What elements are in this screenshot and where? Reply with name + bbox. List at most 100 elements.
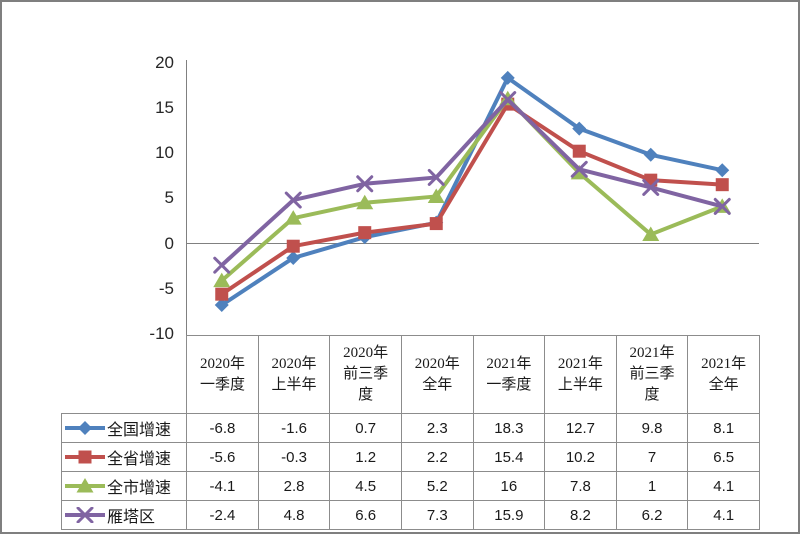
value-cell: 16 (472, 471, 546, 501)
value-cell: -2.4 (186, 500, 259, 530)
legend-marker-2 (76, 478, 94, 493)
data-table: 2020年 一季度 2020年 上半年 2020年 前三季 度 2020年 全年 202… (60, 335, 760, 530)
series-legend-cell-3: 雁塔区 (60, 500, 188, 530)
series-marker-0 (500, 70, 515, 85)
diamond-legend-icon (65, 421, 105, 435)
table-row-2: 全市增速 -4.1 2.8 4.5 5.2 16 7.8 1 4.1 (60, 471, 760, 501)
legend-marker-0 (78, 421, 92, 435)
value-cell: 4.1 (687, 500, 760, 530)
series-marker-3 (642, 178, 660, 196)
value-cell: 2.2 (400, 442, 474, 472)
column-header-3: 2020年 全年 (400, 335, 474, 414)
y-tick-label: 10 (155, 143, 174, 162)
value-cell: 12.7 (544, 413, 617, 443)
series-marker-3 (356, 175, 374, 193)
series-marker-1 (215, 287, 229, 301)
series-marker-3 (427, 168, 445, 186)
value-cell: 2.8 (257, 471, 331, 501)
value-cell: -5.6 (186, 442, 259, 472)
y-tick-label: 15 (155, 97, 174, 117)
value-cell: 8.1 (687, 413, 760, 443)
series-marker-3 (570, 160, 588, 178)
column-header-1: 2020年 上半年 (257, 335, 331, 414)
column-header-5: 2021年 上半年 (544, 335, 617, 414)
square-legend-icon (65, 450, 105, 464)
y-tick-label: -10 (149, 324, 174, 343)
value-cell: 15.9 (472, 500, 546, 530)
value-cell: 5.2 (400, 471, 474, 501)
series-name: 雁塔区 (107, 509, 156, 526)
value-cell: 1 (615, 471, 689, 501)
table-row-1: 全省增速 -5.6 -0.3 1.2 2.2 15.4 10.2 7 6.5 (60, 442, 760, 472)
series-marker-2 (356, 194, 374, 210)
column-header-0: 2020年 一季度 (186, 335, 259, 414)
table-row-3: 雁塔区 -2.4 4.8 6.6 7.3 15.9 8.2 6.2 4.1 (60, 500, 760, 530)
column-header-2: 2020年 前三季 度 (329, 335, 402, 414)
y-tick-label: 20 (155, 52, 174, 72)
value-cell: 7 (615, 442, 689, 472)
value-cell: 4.1 (687, 471, 760, 501)
value-cell: 9.8 (615, 413, 689, 443)
value-cell: -6.8 (186, 413, 259, 443)
series-name: 全市增速 (107, 480, 172, 497)
series-legend-cell-0: 全国增速 (60, 413, 188, 443)
value-cell: 6.2 (615, 500, 689, 530)
legend-marker-1 (78, 450, 92, 464)
series-marker-2 (284, 210, 302, 225)
series-line-2 (219, 96, 725, 283)
series-marker-1 (572, 144, 586, 158)
triangle-legend-icon (65, 478, 105, 493)
table-corner-blank (62, 336, 187, 414)
series-marker-1 (286, 239, 300, 253)
column-header-6: 2021年 前三季 度 (615, 335, 689, 414)
series-legend-cell-2: 全市增速 (60, 471, 188, 501)
series-marker-2 (570, 164, 588, 180)
series-name: 全国增速 (107, 422, 172, 439)
table-row-0: 全国增速 -6.8 -1.6 0.7 2.3 18.3 12.7 9.8 8.1 (60, 413, 760, 443)
value-cell: 10.2 (544, 442, 617, 472)
column-header-4: 2021年 一季度 (472, 335, 546, 414)
y-tick-label: 5 (164, 188, 174, 208)
column-header-7: 2021年 全年 (687, 335, 760, 414)
value-cell: 6.5 (687, 442, 760, 472)
series-marker-2 (213, 272, 231, 288)
series-line-3 (219, 97, 725, 268)
value-cell: -1.6 (257, 413, 331, 443)
value-cell: 18.3 (472, 413, 546, 443)
value-cell: 0.7 (329, 413, 402, 443)
y-tick-label: 0 (164, 233, 174, 253)
value-cell: 4.5 (329, 471, 402, 501)
value-cell: 8.2 (544, 500, 617, 530)
series-marker-0 (643, 147, 658, 162)
value-cell: 4.8 (257, 500, 331, 530)
series-marker-0 (214, 298, 229, 313)
value-cell: -0.3 (257, 442, 331, 472)
series-marker-0 (715, 163, 730, 178)
series-marker-1 (429, 217, 443, 231)
series-legend-cell-1: 全省增速 (60, 442, 188, 472)
table-header-row: 2020年 一季度 2020年 上半年 2020年 前三季 度 2020年 全年 202… (62, 335, 760, 414)
series-marker-2 (642, 226, 660, 241)
series-marker-2 (427, 188, 445, 203)
series-name: 全省增速 (107, 451, 172, 468)
legend-marker-3 (76, 507, 94, 523)
y-tick-label: -5 (158, 278, 174, 298)
value-cell: 7.8 (544, 471, 617, 501)
series-marker-1 (715, 178, 729, 192)
series-line-1 (219, 102, 725, 297)
value-cell: -4.1 (186, 471, 259, 501)
series-marker-0 (286, 250, 301, 265)
series-marker-1 (358, 226, 372, 240)
series-marker-3 (713, 197, 731, 215)
table-body: 全国增速 -6.8 -1.6 0.7 2.3 18.3 12.7 9.8 8.1 全省增速 -5.6… (60, 413, 760, 530)
x-legend-icon (65, 507, 105, 523)
value-cell: 7.3 (400, 500, 474, 530)
value-cell: 1.2 (329, 442, 402, 472)
value-cell: 2.3 (400, 413, 474, 443)
series-marker-3 (213, 256, 231, 274)
value-cell: 6.6 (329, 500, 402, 530)
value-cell: 15.4 (472, 442, 546, 472)
y-axis-labels: 20 15 10 5 0 -5 -10 (120, 2, 178, 362)
